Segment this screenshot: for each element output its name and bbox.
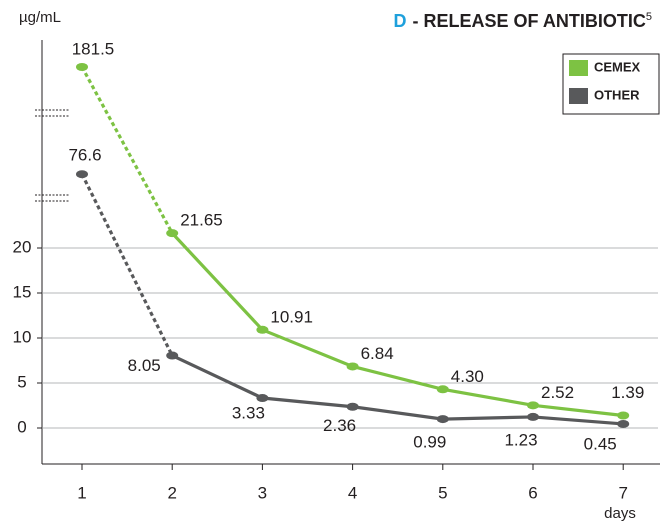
series-line	[171, 354, 624, 426]
data-point	[617, 411, 630, 420]
series-line	[80, 173, 174, 357]
data-label: 181.5	[72, 39, 115, 58]
chart-title: D - RELEASE OF ANTIBIOTIC5	[394, 11, 652, 31]
data-label: 1.23	[504, 430, 537, 449]
data-label: 3.33	[232, 404, 265, 423]
data-label: 21.65	[180, 211, 223, 230]
legend-label: OTHER	[594, 87, 640, 102]
y-tick-label: 5	[17, 372, 26, 391]
data-point	[436, 415, 449, 424]
data-point	[346, 402, 359, 411]
data-label: 76.6	[68, 146, 101, 165]
data-label: 6.84	[361, 344, 394, 363]
axis-break	[35, 109, 70, 202]
data-point	[166, 229, 179, 238]
x-tick-label: 1	[77, 483, 86, 502]
data-label: 8.05	[128, 356, 161, 375]
title-text: - RELEASE OF ANTIBIOTIC	[413, 11, 646, 31]
y-tick-label: 10	[13, 327, 32, 346]
data-point	[256, 394, 269, 403]
legend-label: CEMEX	[594, 59, 641, 74]
x-axis-label: days	[604, 505, 636, 522]
x-tick-label: 7	[618, 483, 627, 502]
data-label: 2.52	[541, 383, 574, 402]
data-label: 4.30	[451, 367, 484, 386]
data-point	[256, 325, 269, 334]
data-point	[76, 170, 88, 179]
title-footnote: 5	[646, 11, 652, 23]
x-tick-label: 5	[438, 483, 447, 502]
title-letter: D	[394, 11, 407, 31]
data-point	[617, 419, 630, 428]
data-point	[166, 351, 179, 360]
data-point	[346, 362, 359, 371]
data-label: 0.99	[413, 433, 446, 452]
series-line	[80, 66, 174, 234]
y-tick-label: 0	[17, 417, 26, 436]
x-tick-label: 6	[528, 483, 537, 502]
data-point	[436, 385, 449, 394]
data-label: 0.45	[584, 434, 617, 453]
data-point	[527, 412, 539, 421]
x-tick-label: 3	[258, 483, 267, 502]
data-point	[76, 63, 88, 71]
data-label: 1.39	[611, 383, 644, 402]
series-line	[171, 232, 624, 418]
legend-swatch	[569, 60, 588, 76]
data-point	[527, 401, 539, 410]
y-tick-label: 15	[13, 282, 32, 301]
legend-swatch	[569, 88, 588, 104]
data-label: 2.36	[323, 416, 356, 435]
y-axis-label: µg/mL	[19, 9, 61, 26]
y-tick-label: 20	[13, 237, 32, 256]
x-tick-label: 4	[348, 483, 357, 502]
x-tick-label: 2	[167, 483, 176, 502]
data-label: 10.91	[270, 307, 313, 326]
